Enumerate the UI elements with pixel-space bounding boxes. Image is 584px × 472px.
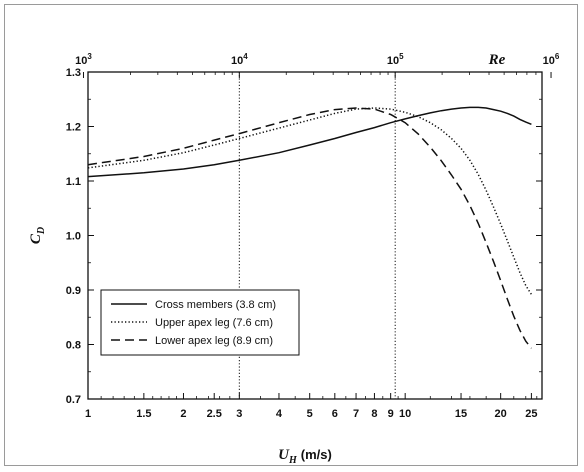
x-tick-label: 8: [371, 408, 377, 420]
x-axis-subscript: H: [288, 455, 298, 466]
legend-label: Cross members (3.8 cm): [155, 299, 276, 311]
y-axis-subscript: D: [36, 227, 47, 235]
legend-label: Upper apex leg (7.6 cm): [155, 317, 273, 329]
re-tick-exponent: 4: [243, 52, 248, 61]
x-tick-label: 1.5: [136, 408, 151, 420]
re-tick-exponent: 5: [399, 52, 404, 61]
series-line-solid: [87, 106, 532, 178]
y-tick-label: 0.8: [66, 340, 81, 352]
tick-labels: 1 1.5 2 2.5 3 4 5 6 7 8 9 10 15 20 25 0.7 0.8 0.9 1.0 1.1 1.…: [66, 52, 560, 420]
y-tick-label: 1.3: [66, 67, 81, 79]
x-tick-label: 7: [353, 408, 359, 420]
re-tick-base: 10: [231, 55, 243, 67]
y-tick-label: 0.9: [66, 285, 81, 297]
y-tick-label: 1.0: [66, 231, 81, 243]
x-tick-label: 9: [388, 408, 394, 420]
y-axis-label: CD: [28, 227, 47, 244]
re-tick-exponent: 3: [87, 52, 92, 61]
x-axis-symbol: U: [278, 447, 290, 463]
re-tick-base: 10: [75, 55, 87, 67]
y-tick-label: 1.2: [66, 122, 81, 134]
x-tick-label: 15: [455, 408, 467, 420]
re-tick-label: 103: [75, 52, 92, 67]
series-line-dotted: [87, 107, 533, 295]
legend-box: [100, 289, 300, 356]
axis-labels: Re UH (m/s) CD: [28, 52, 506, 466]
re-tick-base: 10: [387, 55, 399, 67]
series-line-dashed: [87, 107, 532, 349]
x-tick-label: 2.5: [207, 408, 222, 420]
x-tick-label: 1: [85, 408, 91, 420]
x-tick-label: 2: [180, 408, 186, 420]
x-tick-label: 6: [332, 408, 338, 420]
x-tick-label: 20: [495, 408, 507, 420]
re-axis-label: Re: [488, 52, 506, 68]
re-tick-exponent: 6: [555, 52, 560, 61]
y-axis-symbol: C: [28, 233, 44, 244]
re-tick-label: 106: [543, 52, 560, 67]
re-tick-label: 105: [387, 52, 404, 67]
y-tick-label: 0.7: [66, 394, 81, 406]
re-tick-base: 10: [543, 55, 555, 67]
re-tick-label: 104: [231, 52, 248, 67]
y-tick-label: 1.1: [66, 176, 81, 188]
x-tick-label: 25: [525, 408, 537, 420]
x-tick-label: 5: [307, 408, 313, 420]
x-axis-label: UH (m/s): [278, 447, 332, 466]
legend: Cross members (3.8 cm) Upper apex leg (7.…: [100, 289, 300, 356]
axis-ticks: [82, 71, 552, 400]
x-tick-label: 4: [276, 408, 283, 420]
x-axis-unit: (m/s): [301, 447, 332, 462]
x-tick-label: 3: [236, 408, 242, 420]
series-lines: [87, 106, 533, 349]
x-tick-label: 10: [399, 408, 411, 420]
legend-label: Lower apex leg (8.9 cm): [155, 335, 273, 347]
